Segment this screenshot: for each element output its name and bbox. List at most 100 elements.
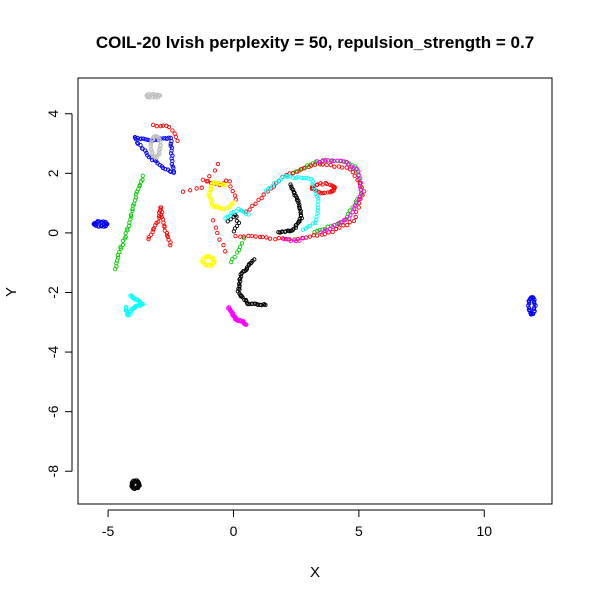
data-point — [123, 234, 128, 240]
data-point — [154, 124, 159, 129]
data-point — [259, 195, 264, 201]
data-point — [336, 164, 341, 169]
data-point — [170, 128, 175, 133]
data-point — [175, 138, 180, 144]
data-point — [231, 229, 237, 234]
data-point — [315, 196, 321, 201]
data-point — [245, 301, 250, 307]
data-point — [140, 173, 145, 178]
y-tick-label: -2 — [45, 286, 61, 299]
data-point — [234, 214, 239, 219]
data-point — [232, 254, 237, 260]
data-point — [128, 217, 133, 222]
data-point — [150, 229, 155, 235]
data-point — [149, 139, 154, 145]
data-point — [315, 182, 320, 187]
data-point — [307, 234, 313, 239]
cluster-5 — [91, 219, 110, 229]
data-point — [166, 237, 171, 242]
data-point — [145, 153, 150, 158]
data-point — [150, 157, 155, 163]
y-tick-label: -4 — [45, 346, 61, 359]
data-point — [233, 233, 238, 239]
cluster-17 — [180, 161, 221, 194]
data-point — [320, 162, 325, 167]
data-point — [260, 234, 265, 240]
data-point — [209, 200, 214, 205]
y-tick-label: 4 — [45, 110, 61, 118]
data-point — [168, 243, 173, 248]
data-point — [246, 212, 251, 217]
data-point — [120, 242, 126, 247]
cluster-27 — [281, 236, 306, 244]
data-point — [283, 174, 288, 179]
data-point — [299, 175, 304, 181]
data-point — [133, 135, 138, 140]
data-point — [356, 169, 361, 174]
x-axis: -5 0 5 10 — [102, 509, 492, 539]
data-point — [159, 210, 165, 215]
data-point — [169, 139, 174, 144]
data-point — [130, 208, 135, 213]
data-point — [315, 208, 320, 213]
data-point — [317, 159, 322, 165]
data-point — [166, 135, 171, 140]
data-point — [297, 238, 302, 243]
cluster-26 — [314, 158, 364, 235]
data-point — [234, 223, 240, 229]
data-point — [238, 234, 243, 239]
data-point — [143, 137, 148, 142]
data-point — [293, 223, 298, 228]
x-tick-label: 0 — [230, 523, 238, 539]
data-point — [194, 186, 199, 191]
data-point — [135, 140, 140, 146]
data-point — [297, 216, 302, 222]
data-point — [340, 165, 345, 170]
data-point — [285, 174, 290, 179]
data-point — [237, 244, 243, 250]
data-point — [146, 235, 151, 240]
data-point — [341, 223, 346, 228]
data-point — [211, 204, 216, 209]
data-point — [318, 190, 323, 196]
x-tick-label: 10 — [476, 523, 492, 539]
y-axis-label: Y — [3, 287, 20, 297]
data-point — [152, 154, 157, 160]
data-point — [311, 185, 317, 190]
data-point — [156, 150, 162, 155]
data-point — [322, 228, 327, 233]
data-point — [215, 161, 221, 167]
data-point — [164, 230, 170, 236]
data-point — [531, 299, 537, 304]
data-point — [313, 220, 318, 225]
data-point — [332, 164, 337, 169]
y-tick-label: 0 — [45, 229, 61, 237]
data-point — [356, 200, 362, 206]
data-point — [247, 301, 252, 307]
data-point — [318, 162, 323, 167]
data-point — [301, 236, 306, 241]
data-point — [97, 224, 102, 229]
data-point — [348, 213, 353, 218]
data-point — [331, 158, 337, 164]
data-point — [148, 141, 154, 146]
data-point — [310, 179, 315, 184]
data-point — [114, 261, 119, 266]
data-point — [163, 167, 168, 172]
data-point — [139, 146, 145, 151]
data-point — [253, 234, 258, 239]
data-point — [225, 214, 230, 219]
data-point — [227, 179, 232, 184]
cluster-10 — [112, 173, 145, 272]
data-point — [332, 223, 337, 228]
data-point — [180, 189, 186, 194]
data-point — [137, 483, 142, 488]
cluster-3 — [276, 182, 304, 235]
data-point — [351, 218, 357, 224]
cluster-9 — [148, 134, 163, 160]
data-point — [118, 244, 123, 250]
data-point — [345, 222, 350, 228]
data-point — [220, 182, 225, 188]
data-point — [322, 158, 328, 163]
data-point — [318, 230, 323, 235]
